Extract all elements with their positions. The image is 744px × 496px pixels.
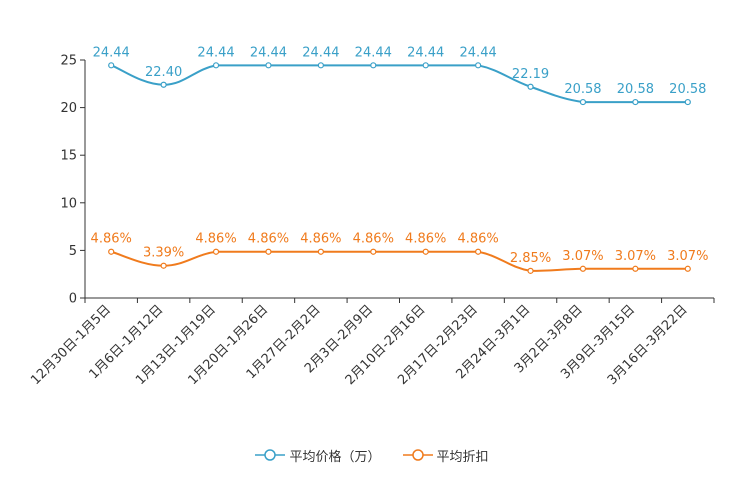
legend-label-price: 平均价格（万）: [289, 449, 381, 465]
data-point[interactable]: [527, 267, 534, 274]
line-chart: 051015202512月30日-1月5日1月6日-1月12日1月13日-1月1…: [28, 45, 715, 388]
data-point[interactable]: [475, 62, 482, 69]
data-label: 24.44: [93, 45, 130, 60]
data-point[interactable]: [579, 98, 587, 106]
data-label: 3.07%: [562, 249, 603, 264]
data-point[interactable]: [160, 81, 167, 88]
legend-item-price[interactable]: 平均价格（万）: [255, 446, 381, 465]
data-label: 20.58: [669, 82, 706, 97]
data-label: 4.86%: [353, 232, 394, 247]
y-tick-label: 0: [69, 292, 77, 307]
y-tick-label: 25: [60, 54, 77, 69]
data-label: 22.19: [512, 67, 549, 82]
data-point[interactable]: [579, 265, 587, 272]
data-point[interactable]: [422, 248, 429, 255]
data-label: 20.58: [564, 82, 601, 97]
series-line-2: [110, 250, 688, 272]
data-label: 4.86%: [248, 232, 289, 247]
data-label: 4.86%: [457, 232, 498, 247]
data-label: 3.07%: [667, 249, 708, 264]
data-point[interactable]: [475, 248, 482, 255]
data-label: 4.86%: [91, 232, 132, 247]
data-point[interactable]: [212, 62, 220, 69]
legend-label-discount: 平均折扣: [436, 449, 489, 465]
data-point[interactable]: [317, 62, 324, 69]
y-tick-label: 20: [60, 101, 77, 116]
data-point[interactable]: [108, 62, 115, 69]
data-point[interactable]: [632, 265, 639, 272]
data-point[interactable]: [160, 262, 167, 269]
data-point[interactable]: [317, 248, 324, 255]
legend-line-circle-icon: [402, 449, 433, 461]
legend: 平均价格（万） 平均折扣: [0, 443, 744, 467]
data-point[interactable]: [370, 248, 377, 255]
data-label: 2.85%: [510, 251, 551, 266]
data-point[interactable]: [265, 62, 272, 69]
data-point[interactable]: [684, 98, 691, 106]
data-point[interactable]: [684, 265, 691, 272]
data-label: 3.07%: [615, 249, 656, 264]
data-point[interactable]: [527, 83, 534, 90]
data-label: 24.44: [197, 45, 234, 60]
data-label: 24.44: [302, 45, 339, 60]
data-point[interactable]: [632, 98, 639, 106]
data-label: 4.86%: [405, 232, 446, 247]
y-tick-label: 5: [69, 244, 77, 259]
data-point[interactable]: [108, 248, 115, 255]
data-label: 24.44: [250, 45, 287, 60]
data-label: 24.44: [355, 45, 392, 60]
y-tick-label: 10: [60, 196, 77, 211]
series-line-1: [110, 64, 688, 104]
data-label: 22.40: [145, 65, 182, 80]
legend-item-discount[interactable]: 平均折扣: [402, 446, 489, 465]
data-label: 4.86%: [300, 232, 341, 247]
data-label: 24.44: [407, 45, 444, 60]
data-label: 24.44: [460, 45, 497, 60]
data-point[interactable]: [422, 62, 429, 69]
data-label: 3.39%: [143, 246, 184, 261]
data-point[interactable]: [370, 62, 377, 69]
y-tick-label: 15: [60, 149, 77, 164]
legend-line-circle-icon: [255, 449, 286, 461]
data-label: 20.58: [617, 82, 654, 97]
data-label: 4.86%: [195, 232, 236, 247]
data-point[interactable]: [265, 248, 272, 255]
data-point[interactable]: [212, 248, 220, 255]
